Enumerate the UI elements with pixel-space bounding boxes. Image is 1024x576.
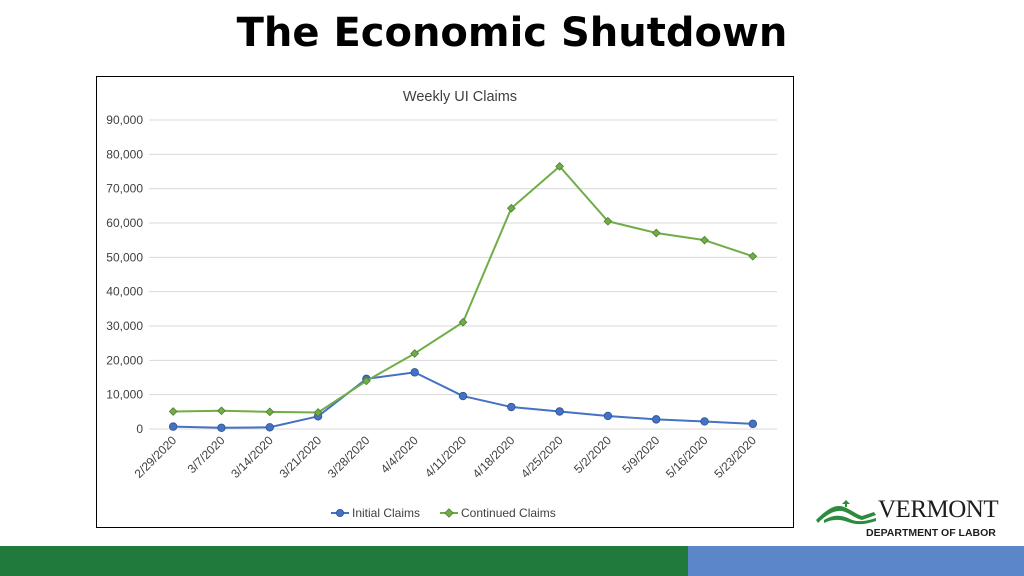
x-tick-label: 3/28/2020 [325, 433, 373, 481]
x-tick-label: 2/29/2020 [132, 433, 180, 481]
chart-title: Weekly UI Claims [403, 89, 517, 105]
x-tick-label: 3/7/2020 [185, 433, 228, 476]
continued-claims-point [506, 203, 516, 213]
y-tick-label: 60,000 [106, 216, 143, 230]
continued-claims-line [173, 165, 754, 414]
continued-claims-point [651, 228, 661, 238]
continued-claims-point [313, 408, 323, 417]
y-tick-label: 80,000 [106, 147, 143, 161]
legend: Initial Claims Continued Claims [331, 506, 556, 520]
x-tick-label: 4/25/2020 [518, 433, 566, 481]
initial-claims-point [603, 411, 613, 421]
continued-claims-point [265, 407, 275, 417]
series-lines [168, 161, 758, 432]
logo-wordmark: VERMONT [878, 496, 999, 523]
y-tick-label: 0 [136, 422, 143, 436]
gridlines [149, 119, 777, 430]
y-tick-label: 50,000 [106, 250, 143, 264]
y-tick-label: 70,000 [106, 182, 143, 196]
initial-claims-point [458, 391, 468, 401]
x-tick-label: 3/21/2020 [277, 433, 325, 481]
continued-claims-point [168, 407, 178, 416]
initial-claims-point [507, 402, 516, 412]
initial-claims-point [265, 423, 274, 432]
x-tick-label: 4/4/2020 [378, 433, 421, 476]
initial-claims-point [748, 419, 758, 429]
initial-claims-point [555, 407, 564, 416]
continued-claims-point [700, 235, 709, 245]
mountain-logo-icon [816, 500, 876, 525]
initial-claims-point [168, 422, 178, 431]
continued-claims-point [362, 376, 371, 386]
legend-label-initial: Initial Claims [352, 506, 420, 520]
continued-claims-point [603, 216, 613, 226]
initial-claims-point [217, 423, 226, 432]
x-tick-label: 5/2/2020 [571, 433, 614, 476]
initial-claims-point [652, 415, 661, 424]
initial-claims-point [700, 417, 709, 426]
continued-claims-point [748, 251, 758, 261]
vermont-dol-logo: VERMONT DEPARTMENT OF LABOR [814, 496, 999, 542]
slide-title: The Economic Shutdown [236, 10, 788, 56]
legend-label-continued: Continued Claims [461, 506, 556, 520]
x-tick-label: 4/11/2020 [422, 433, 469, 480]
continued-claims-point [410, 349, 420, 358]
x-tick-label: 3/14/2020 [228, 433, 276, 481]
continued-claims-point [217, 406, 226, 416]
continued-claims-point [555, 161, 564, 171]
footer-bar-blue [688, 546, 1024, 576]
y-tick-label: 30,000 [106, 319, 143, 333]
legend-item-initial: Initial Claims [331, 506, 420, 520]
x-tick-label: 4/18/2020 [470, 433, 518, 481]
x-axis-ticks: 2/29/2020 3/7/2020 3/14/2020 3/21/2020 3/28/… [132, 433, 760, 481]
x-tick-label: 5/9/2020 [619, 433, 662, 476]
footer-bar-green [0, 546, 688, 576]
initial-claims-point [410, 368, 419, 377]
chart-frame: Weekly UI Claims 0 10,000 20,000 30,000 40,0… [96, 76, 794, 528]
line-chart: Weekly UI Claims 0 10,000 20,000 30,000 40,0… [106, 89, 777, 520]
legend-item-continued: Continued Claims [440, 506, 556, 520]
y-tick-label: 40,000 [106, 285, 143, 299]
y-tick-label: 20,000 [106, 353, 143, 367]
logo-subtitle: DEPARTMENT OF LABOR [866, 527, 996, 539]
y-axis-ticks: 0 10,000 20,000 30,000 40,000 50,000 60,000 70,… [106, 113, 143, 436]
x-tick-label: 5/16/2020 [663, 433, 711, 481]
y-tick-label: 90,000 [106, 113, 143, 127]
y-tick-label: 10,000 [106, 388, 143, 402]
continued-claims-point [458, 317, 468, 327]
x-tick-label: 5/23/2020 [711, 433, 759, 481]
